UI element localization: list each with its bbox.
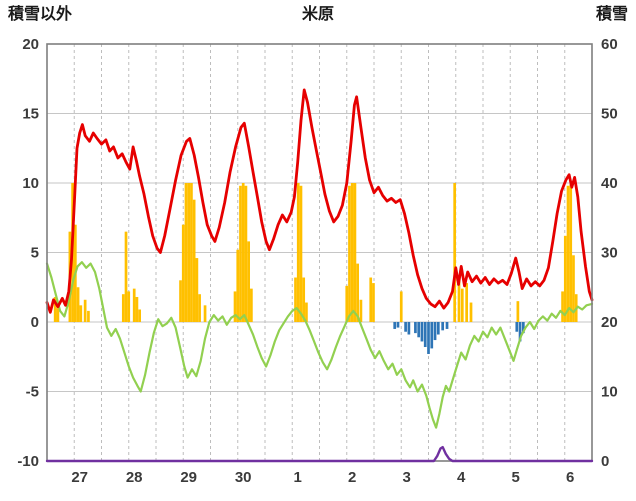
svg-text:0: 0: [31, 314, 39, 331]
x-axis-tick-labels: 27 28 29 30 1 2 3 4 5 6: [71, 469, 574, 486]
svg-text:-5: -5: [26, 384, 39, 401]
svg-text:30: 30: [601, 245, 618, 262]
svg-text:0: 0: [601, 453, 609, 470]
svg-text:2: 2: [348, 469, 356, 486]
svg-text:20: 20: [22, 36, 39, 53]
svg-text:10: 10: [22, 175, 39, 192]
svg-text:27: 27: [71, 469, 88, 486]
svg-text:5: 5: [31, 245, 39, 262]
svg-text:-10: -10: [17, 453, 39, 470]
svg-text:40: 40: [601, 175, 618, 192]
right-axis-title: 積雪: [595, 6, 628, 23]
svg-text:20: 20: [601, 314, 618, 331]
svg-text:50: 50: [601, 106, 618, 123]
svg-text:3: 3: [403, 469, 411, 486]
series-green-line: [45, 261, 594, 429]
svg-text:30: 30: [235, 469, 252, 486]
svg-text:15: 15: [22, 106, 39, 123]
left-axis-title: 積雪以外: [8, 6, 73, 23]
gridlines: [47, 43, 592, 462]
svg-text:4: 4: [457, 469, 466, 486]
svg-text:5: 5: [512, 469, 520, 486]
svg-text:10: 10: [601, 384, 618, 401]
series-red-line: [45, 88, 594, 314]
series-blue-bars: [393, 322, 525, 354]
right-axis-tick-labels: 0 10 20 30 40 50 60: [601, 36, 618, 470]
svg-text:60: 60: [601, 36, 618, 53]
svg-text:28: 28: [126, 469, 143, 486]
chart-title: 米原: [301, 6, 334, 23]
svg-text:6: 6: [566, 469, 574, 486]
svg-text:1: 1: [294, 469, 302, 486]
series-purple-line: [45, 445, 594, 463]
svg-text:29: 29: [180, 469, 197, 486]
left-axis-tick-labels: -10 -5 0 5 10 15 20: [17, 36, 39, 470]
